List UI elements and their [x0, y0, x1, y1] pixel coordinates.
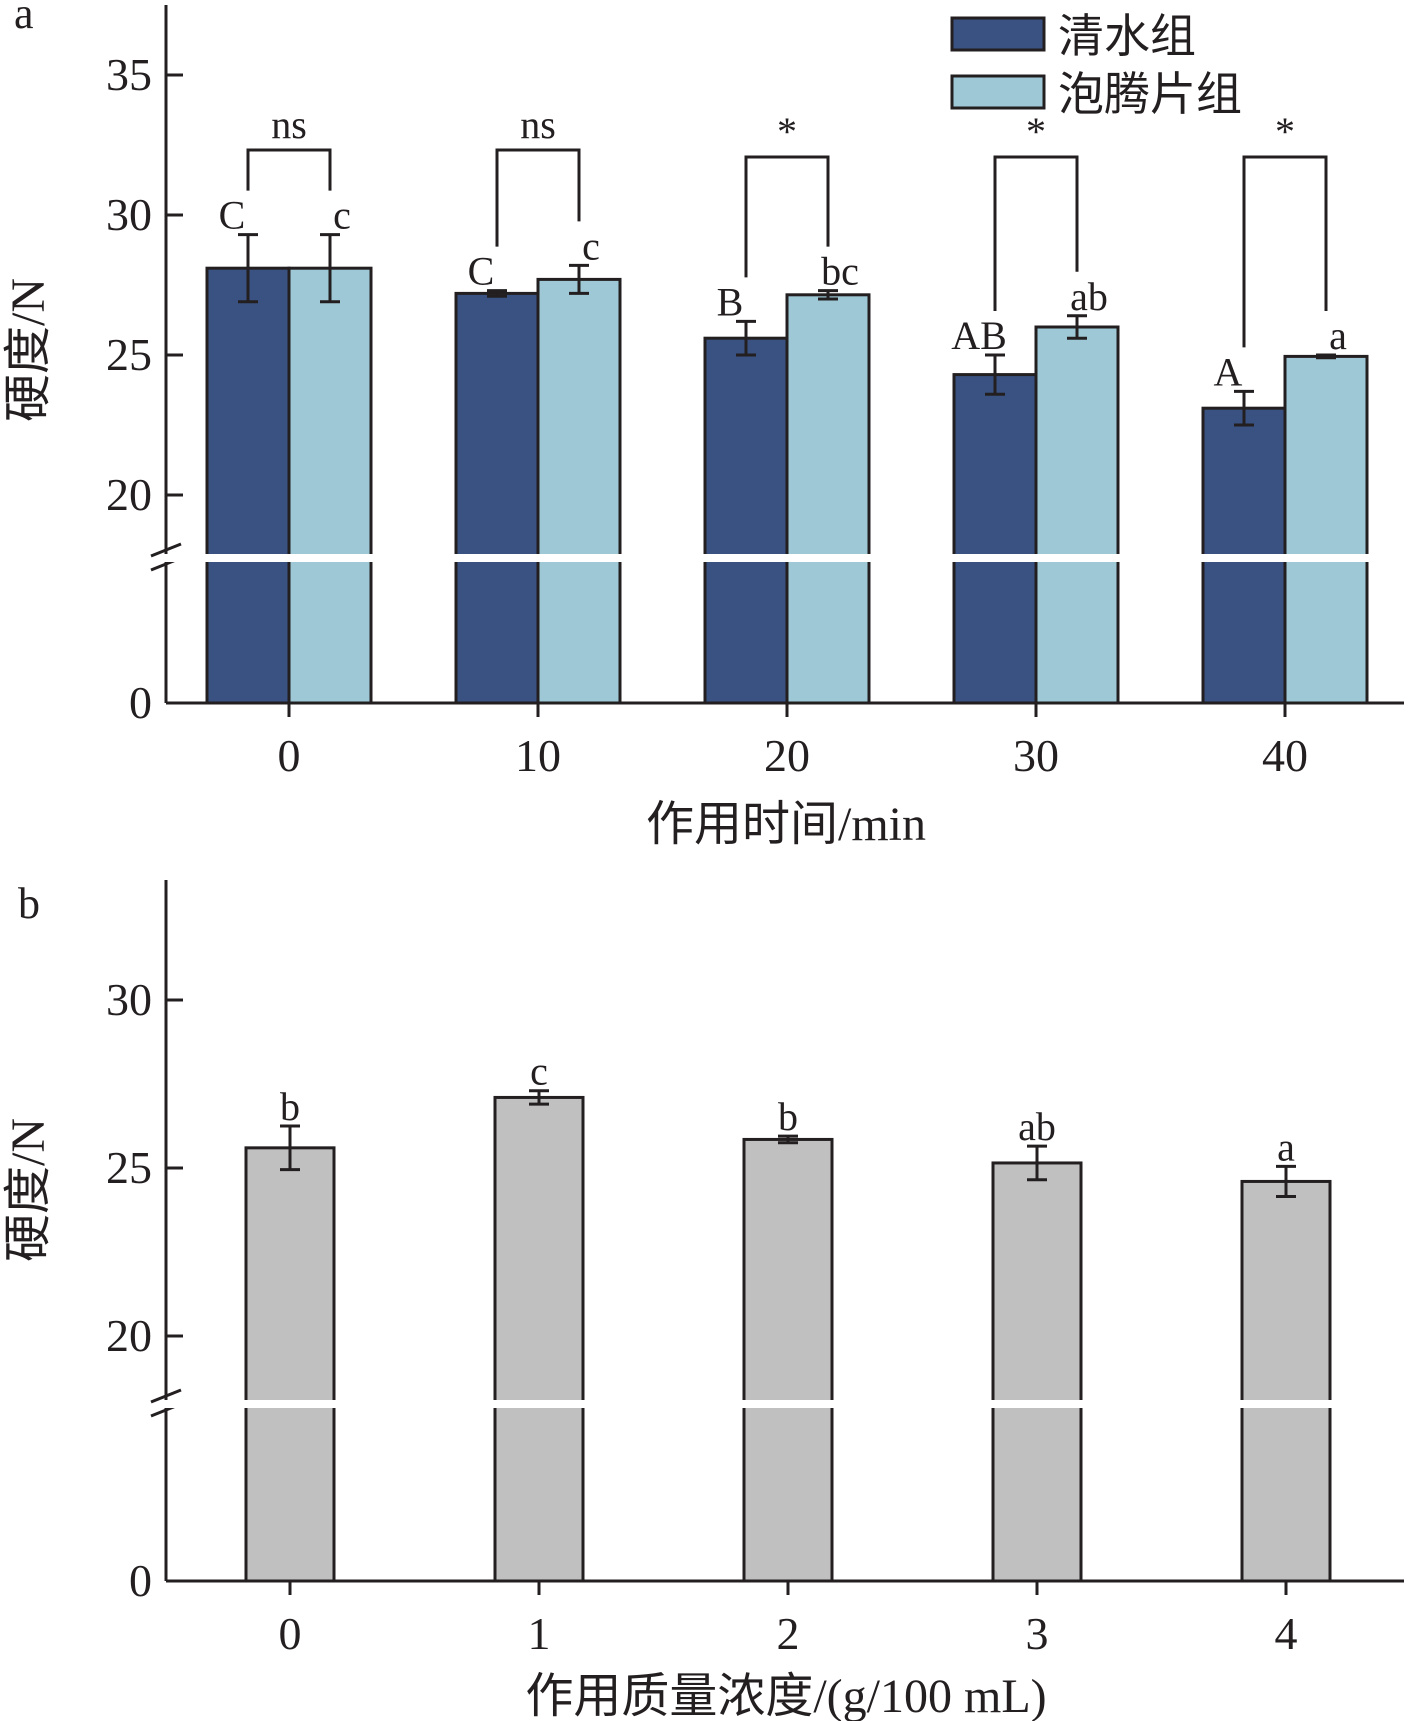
panel-a: a 硬度/N 作用时间/min 0 20 25 30 35 0 C c ns 10 Cc ns 20 Bb…: [2, 0, 1404, 851]
bar: [742, 1137, 834, 1583]
significance-bracket: [993, 155, 1079, 311]
panel-b: b 硬度/N 作用质量浓度/(g/100 mL) 0 20 25 30 0 b 1 c 2 b 3 a…: [2, 879, 1404, 1721]
y-tick-label: 0: [129, 677, 152, 728]
x-tick-label: 40: [1262, 730, 1308, 781]
group-label: C: [219, 193, 246, 238]
significance-label: ns: [520, 102, 556, 147]
x-tick-label: 1: [528, 1608, 551, 1659]
legend-swatch-tablet: [950, 74, 1046, 110]
axis-break-mark: [150, 1388, 182, 1404]
panel-a-x-axis-title: 作用时间/min: [646, 798, 926, 851]
significance-label: *: [1275, 109, 1295, 154]
bar: [1034, 325, 1120, 705]
x-tick-label: 2: [777, 1608, 800, 1659]
axis-break-stripe: [162, 1400, 1404, 1408]
group-label: c: [333, 193, 351, 238]
legend: 清水组 泡腾片组: [950, 11, 1242, 120]
panel-a-label: a: [14, 0, 34, 38]
y-tick-label: 0: [129, 1555, 152, 1606]
group-label: ab: [1070, 274, 1108, 319]
bar: [785, 293, 871, 705]
bar: [703, 336, 789, 705]
significance-label: ns: [271, 102, 307, 147]
significance-bracket: [246, 148, 332, 191]
bar: [244, 1146, 336, 1583]
x-tick-label: 0: [279, 1608, 302, 1659]
significance-label: *: [1026, 109, 1046, 154]
x-tick-label: 30: [1013, 730, 1059, 781]
bar: [536, 277, 622, 705]
significance-bracket: [495, 148, 581, 247]
group-label: a: [1277, 1124, 1295, 1169]
bar: [991, 1161, 1083, 1583]
bar: [454, 291, 540, 705]
panel-a-y-axis-title: 硬度/N: [2, 278, 55, 422]
bar: [952, 373, 1038, 705]
y-tick-label: 20: [106, 469, 152, 520]
y-tick-label: 25: [106, 329, 152, 380]
x-tick-label: 10: [515, 730, 561, 781]
group-label: ab: [1018, 1104, 1056, 1149]
group-label: B: [717, 279, 744, 324]
axis-break-mark: [150, 542, 182, 558]
group-label: c: [582, 223, 600, 268]
legend-label-tablet: 泡腾片组: [1058, 69, 1242, 120]
group-label: C: [468, 249, 495, 294]
panel-b-y-axis-title: 硬度/N: [2, 1118, 55, 1262]
axis-break-stripe: [162, 554, 1404, 562]
bar: [287, 266, 373, 705]
legend-swatch-water: [950, 16, 1046, 52]
bar: [1283, 354, 1369, 705]
y-tick-label: 30: [106, 974, 152, 1025]
group-label: c: [530, 1049, 548, 1094]
group-label: a: [1329, 313, 1347, 358]
panel-b-label: b: [18, 879, 40, 928]
significance-bracket: [744, 155, 830, 278]
y-tick-label: 25: [106, 1142, 152, 1193]
group-label: b: [280, 1084, 300, 1129]
group-label: bc: [821, 249, 859, 294]
x-tick-label: 4: [1275, 1608, 1298, 1659]
legend-label-water: 清水组: [1058, 11, 1196, 62]
y-tick-label: 20: [106, 1310, 152, 1361]
x-tick-label: 20: [764, 730, 810, 781]
y-tick-label: 35: [106, 49, 152, 100]
bar: [493, 1095, 585, 1583]
x-tick-label: 0: [278, 730, 301, 781]
group-label: AB: [951, 313, 1007, 358]
group-label: A: [1214, 349, 1243, 394]
bar: [205, 266, 291, 705]
x-tick-label: 3: [1026, 1608, 1049, 1659]
group-label: b: [778, 1094, 798, 1139]
significance-label: *: [777, 109, 797, 154]
bar: [1240, 1179, 1332, 1583]
y-tick-label: 30: [106, 189, 152, 240]
panel-b-x-axis-title: 作用质量浓度/(g/100 mL): [525, 1670, 1046, 1721]
significance-bracket: [1242, 155, 1328, 348]
